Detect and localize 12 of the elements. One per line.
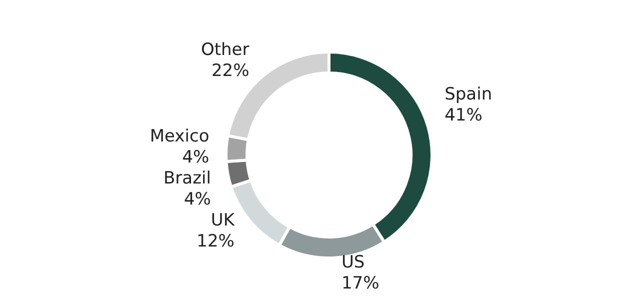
slice-label: Spain bbox=[444, 84, 492, 104]
data-label: 4% bbox=[184, 190, 211, 210]
slice-label: UK bbox=[210, 210, 236, 230]
data-label: 12% bbox=[196, 232, 234, 252]
slice-label: Mexico bbox=[150, 126, 210, 146]
data-label: 22% bbox=[211, 60, 250, 81]
slice-label: Other bbox=[200, 40, 250, 60]
slice-label: Brazil bbox=[164, 168, 211, 188]
data-label: 17% bbox=[341, 274, 380, 294]
data-label: 41% bbox=[444, 106, 482, 126]
slice-label: US bbox=[341, 252, 365, 272]
data-label: 4% bbox=[182, 148, 210, 168]
